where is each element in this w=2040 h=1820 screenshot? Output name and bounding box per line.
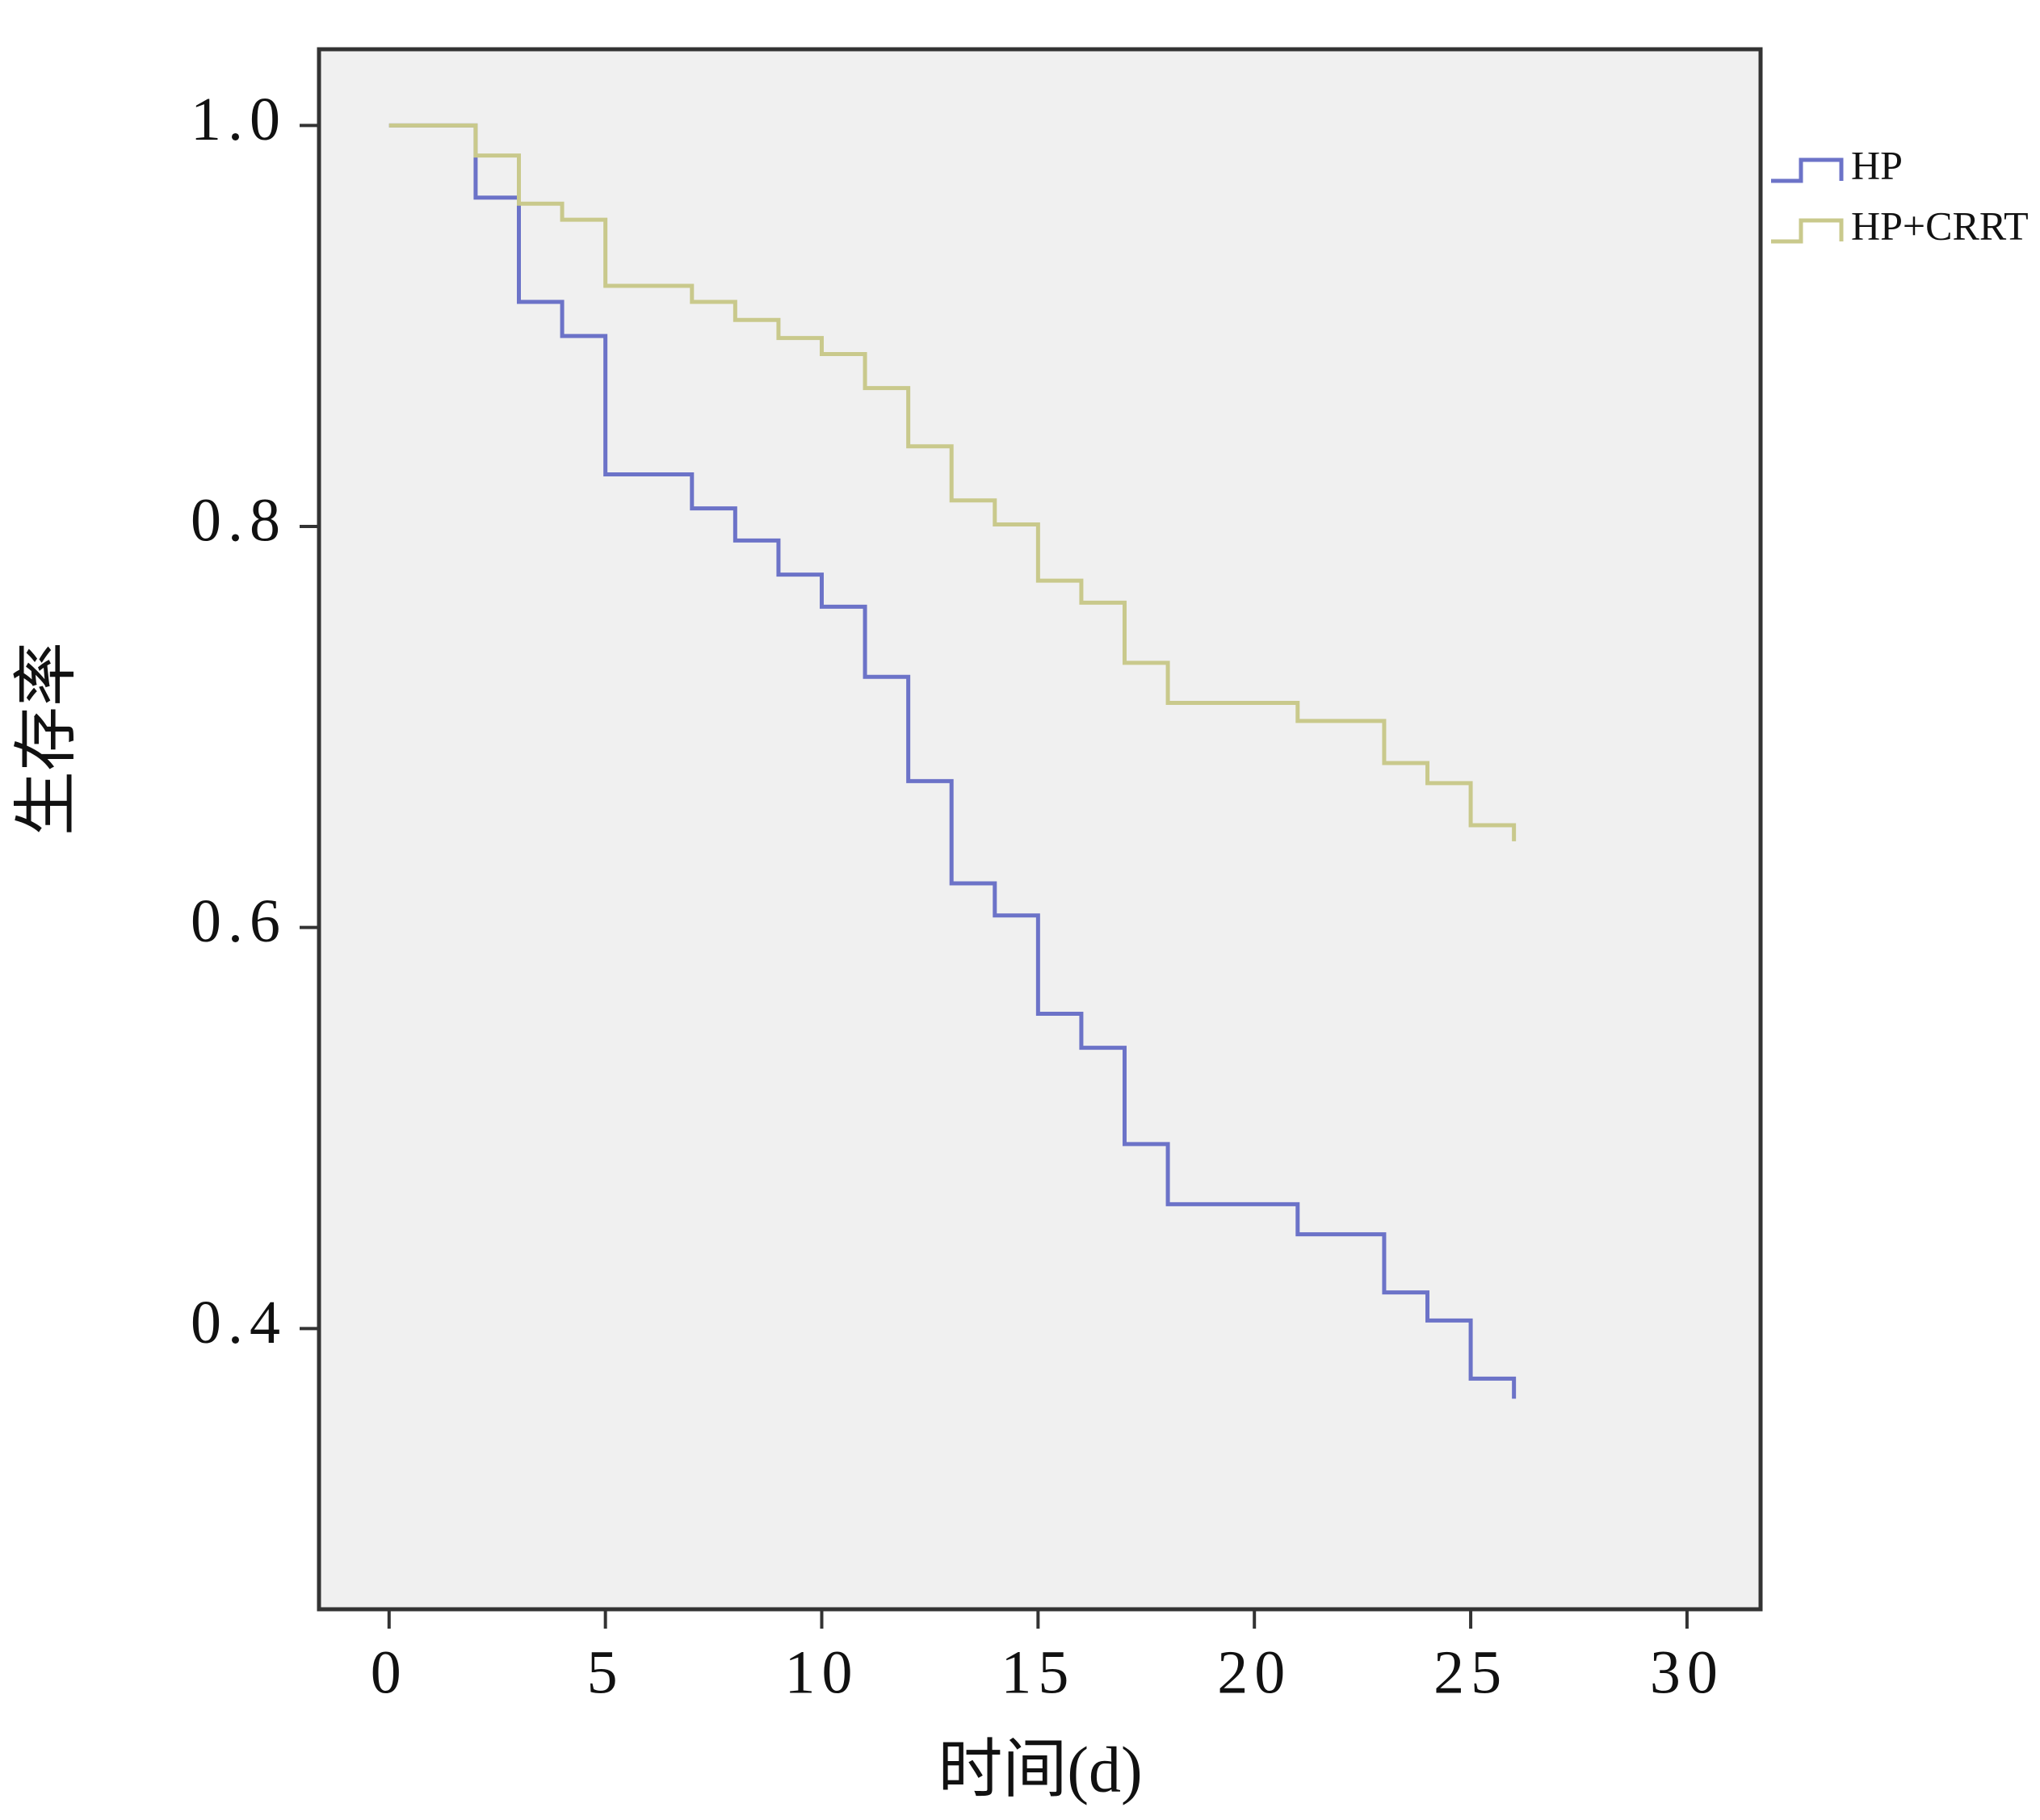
survival-line — [388, 123, 1517, 1399]
y-tick-label: 0.8 — [191, 486, 287, 554]
x-tick-label: 5 — [587, 1638, 624, 1706]
legend-label: HP+CRRT — [1851, 203, 2029, 248]
legend-swatch — [1771, 157, 1844, 183]
legend-swatch — [1771, 218, 1844, 244]
x-axis-title: 时间(d) — [938, 1734, 1142, 1805]
plot-area — [317, 47, 1763, 1612]
x-tick-label: 20 — [1217, 1638, 1291, 1706]
x-tick-label: 0 — [371, 1638, 408, 1706]
y-tick-label: 0.6 — [191, 887, 287, 955]
y-tick-label: 0.4 — [191, 1289, 287, 1357]
x-tick-label: 15 — [1001, 1638, 1075, 1706]
y-tick-label: 1.0 — [191, 86, 287, 153]
x-tick-label: 30 — [1650, 1638, 1724, 1706]
y-axis-title: 生存率 — [11, 642, 82, 836]
x-tick-label: 10 — [785, 1638, 859, 1706]
survival-line — [388, 123, 1517, 841]
legend-label: HP — [1851, 142, 1903, 187]
x-tick-label: 25 — [1433, 1638, 1508, 1706]
